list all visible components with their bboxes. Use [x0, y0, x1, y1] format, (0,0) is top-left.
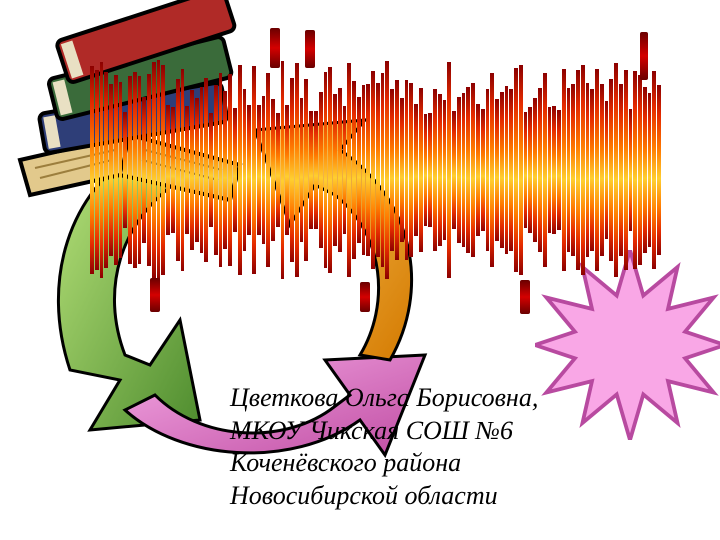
- fire-bar: [514, 55, 518, 285]
- accent-spike: [640, 32, 648, 80]
- fire-bar: [524, 55, 528, 285]
- fire-bar: [466, 55, 470, 285]
- fire-bar: [509, 55, 513, 285]
- fire-bar: [495, 55, 499, 285]
- author-line-1: Цветкова Ольга Борисовна,: [230, 382, 660, 415]
- author-line-3: Коченёвского района: [230, 447, 660, 480]
- fire-bar: [481, 55, 485, 285]
- accent-spike: [520, 280, 530, 314]
- accent-spike: [270, 28, 280, 68]
- fire-bar: [500, 55, 504, 285]
- books-graphic: [0, 0, 260, 230]
- accent-spike: [150, 278, 160, 312]
- fire-bar: [447, 55, 451, 285]
- author-block: Цветкова Ольга Борисовна, МКОУ Чикская С…: [230, 382, 660, 512]
- fire-bar: [528, 55, 532, 285]
- fire-bar: [476, 55, 480, 285]
- author-line-4: Новосибирской области: [230, 480, 660, 513]
- fire-bar: [490, 55, 494, 285]
- accent-spike: [305, 30, 315, 68]
- fire-bar: [443, 55, 447, 285]
- accent-spike: [360, 282, 370, 312]
- author-line-2: МКОУ Чикская СОШ №6: [230, 415, 660, 448]
- fire-bar: [505, 55, 509, 285]
- slide: Цветкова Ольга Борисовна, МКОУ Чикская С…: [0, 0, 720, 540]
- arrow-orange: [255, 120, 412, 360]
- fire-bar: [457, 55, 461, 285]
- fire-bar: [519, 55, 523, 285]
- fire-bar: [462, 55, 466, 285]
- fire-bar: [471, 55, 475, 285]
- fire-bar: [486, 55, 490, 285]
- fire-bar: [452, 55, 456, 285]
